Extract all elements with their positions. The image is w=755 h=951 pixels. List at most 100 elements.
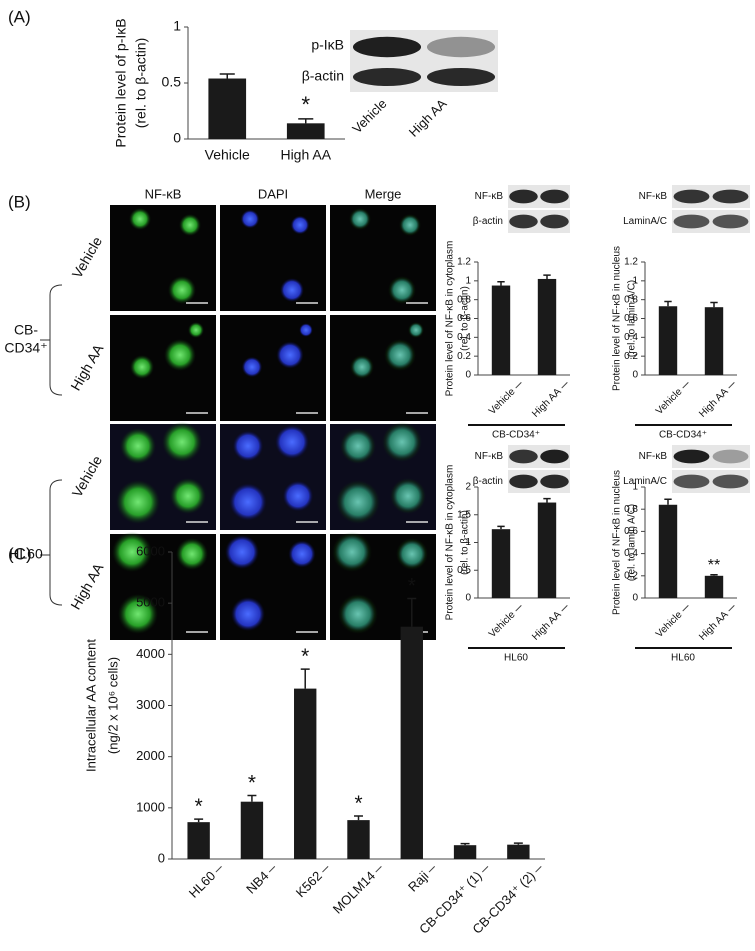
image-row-label: High AA bbox=[67, 341, 106, 393]
error-bar bbox=[497, 281, 505, 286]
y-tick-label: 1.5 bbox=[457, 509, 471, 520]
bar bbox=[491, 529, 511, 598]
nf-kb-signal bbox=[130, 355, 154, 379]
panel-label: (A) bbox=[8, 7, 31, 26]
y-tick-label: 1000 bbox=[136, 799, 165, 814]
x-tick bbox=[215, 866, 222, 873]
x-tick bbox=[728, 605, 735, 612]
y-axis-label: Protein level of NF-κB in nucleus bbox=[612, 470, 623, 615]
nucleus bbox=[290, 215, 310, 235]
bar bbox=[537, 278, 557, 375]
blot-label: p-IκB bbox=[311, 37, 344, 53]
panel-label: (C) bbox=[8, 544, 32, 563]
y-tick-label: 1 bbox=[632, 275, 638, 286]
y-tick-label: 0.2 bbox=[624, 351, 638, 362]
nucleus bbox=[231, 597, 265, 631]
x-tick-label: High AA bbox=[697, 386, 731, 420]
y-tick-label: 0.4 bbox=[457, 332, 471, 343]
nf-kb-signal bbox=[396, 538, 428, 570]
error-bar bbox=[710, 573, 718, 576]
x-tick bbox=[728, 382, 735, 389]
y-tick-label: 0 bbox=[465, 370, 471, 381]
y-tick-label: 2 bbox=[465, 482, 471, 493]
blot-band bbox=[540, 189, 569, 204]
x-tick bbox=[515, 605, 522, 612]
bar bbox=[453, 845, 477, 859]
nf-kb-signal bbox=[168, 276, 196, 304]
x-tick bbox=[561, 382, 568, 389]
nf-kb-signal bbox=[129, 208, 151, 230]
x-tick bbox=[515, 382, 522, 389]
panel-label: (B) bbox=[8, 192, 31, 211]
bracket bbox=[49, 479, 63, 606]
blot-label: NF-κB bbox=[639, 451, 668, 462]
group-label: CD34⁺ bbox=[4, 340, 47, 356]
image-row-label: Vehicle bbox=[69, 453, 106, 500]
nucleus bbox=[275, 425, 309, 459]
error-bar bbox=[497, 525, 505, 530]
blot-band bbox=[673, 474, 710, 489]
bar bbox=[347, 820, 370, 859]
blot-band bbox=[509, 449, 538, 464]
nf-kb-signal bbox=[188, 322, 204, 338]
nf-kb-signal bbox=[384, 339, 416, 371]
error-bar bbox=[407, 597, 417, 627]
x-tick bbox=[682, 382, 689, 389]
y-axis-label: Protein level of NF-κB in cytoplasm bbox=[445, 465, 456, 621]
x-tick-label: Vehicle bbox=[654, 609, 685, 640]
micrograph bbox=[220, 205, 326, 311]
y-axis-label: (rel. to lamin A/C) bbox=[627, 280, 638, 357]
blot-band bbox=[509, 214, 538, 229]
significance-marker: * bbox=[195, 795, 203, 818]
nucleus bbox=[229, 483, 267, 521]
blot-band bbox=[352, 68, 422, 86]
y-axis-label: (ng/2 x 10⁶ cells) bbox=[105, 657, 120, 754]
y-tick-label: 0.4 bbox=[624, 548, 638, 559]
y-tick-label: 0.6 bbox=[624, 526, 638, 537]
blot-band bbox=[712, 189, 749, 204]
blot-band bbox=[540, 474, 569, 489]
x-tick-label: High AA bbox=[530, 386, 564, 420]
y-axis-label: (rel. to β-actin) bbox=[460, 510, 471, 575]
y-tick-label: 1 bbox=[465, 275, 471, 286]
y-tick-label: 0.8 bbox=[624, 294, 638, 305]
nf-kb-signal bbox=[390, 478, 426, 514]
error-bar bbox=[247, 794, 257, 802]
x-tick-label: HL60 bbox=[186, 868, 219, 901]
blot-band bbox=[509, 474, 538, 489]
error-bar bbox=[664, 498, 672, 505]
nf-kb-signal bbox=[179, 214, 201, 236]
nf-kb-signal bbox=[112, 532, 152, 572]
nucleus bbox=[280, 278, 304, 302]
image-column-label: DAPI bbox=[258, 186, 288, 201]
blot-band bbox=[509, 189, 538, 204]
x-tick-label: Vehicle bbox=[487, 386, 518, 417]
blot-lane-label: Vehicle bbox=[349, 96, 389, 136]
error-bar bbox=[460, 842, 470, 846]
error-bar bbox=[300, 668, 310, 689]
blot-label: β-actin bbox=[473, 476, 503, 487]
group-label: CB-CD34⁺ bbox=[492, 430, 540, 441]
blot-label: NF-κB bbox=[475, 191, 504, 202]
significance-marker: * bbox=[301, 645, 309, 668]
y-axis-label: (rel. to β-actin) bbox=[460, 286, 471, 351]
nucleus bbox=[288, 540, 316, 568]
x-tick bbox=[375, 866, 382, 873]
y-tick-label: 0.6 bbox=[624, 313, 638, 324]
group-label: HL60 bbox=[504, 653, 528, 664]
nf-kb-signal bbox=[118, 594, 158, 634]
y-tick-label: 0 bbox=[173, 130, 181, 146]
error-bar bbox=[664, 300, 672, 307]
error-bar bbox=[513, 842, 523, 845]
blot-band bbox=[712, 474, 749, 489]
group-label: HL60 bbox=[671, 653, 695, 664]
nf-kb-signal bbox=[332, 532, 372, 572]
x-tick bbox=[682, 605, 689, 612]
y-tick-label: 0.5 bbox=[457, 565, 471, 576]
nucleus bbox=[232, 430, 264, 462]
x-tick-label: High AA bbox=[697, 609, 731, 643]
group-label: CB- bbox=[14, 322, 38, 338]
blot-label: LaminA/C bbox=[623, 216, 667, 227]
significance-marker: * bbox=[301, 92, 310, 117]
